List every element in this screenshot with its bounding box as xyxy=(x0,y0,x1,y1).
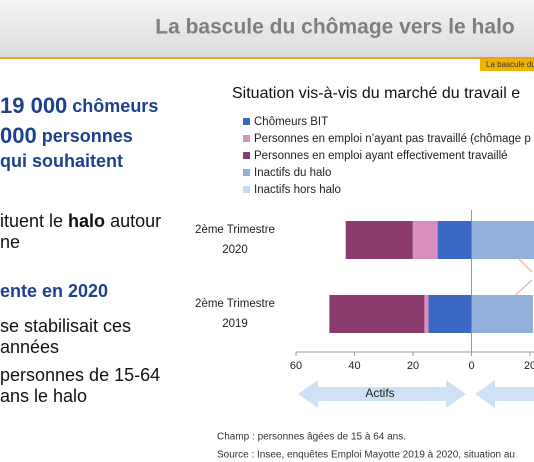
legend-swatch xyxy=(243,135,250,142)
actifs-arrow xyxy=(298,380,466,408)
legend-swatch xyxy=(243,186,250,193)
label-line: 2ème Trimestre xyxy=(195,298,275,310)
bullet-line: ente en 2020 xyxy=(0,281,108,301)
label-line: 2ème Trimestre xyxy=(195,224,275,236)
bar-segment xyxy=(329,295,425,333)
chart-title: Situation vis-à-vis du marché du travail… xyxy=(232,85,520,102)
x-tick-label: 0 xyxy=(468,360,474,372)
bullet-line: années xyxy=(0,337,59,357)
text-run: se stabilisait ces xyxy=(0,316,131,336)
bar-segment xyxy=(471,221,534,259)
text-run: 19 000 xyxy=(0,93,67,118)
text-run: personnes xyxy=(37,126,133,146)
text-run: chômeurs xyxy=(67,96,158,116)
bullet-line: ituent le halo autour xyxy=(0,211,161,231)
bullet-line: ans le halo xyxy=(0,386,87,406)
text-run: halo xyxy=(68,211,105,231)
bullet-line: personnes de 15-64 xyxy=(0,365,160,385)
legend-label: Personnes en emploi n’ayant pas travaill… xyxy=(254,133,531,145)
legend-label: Inactifs du halo xyxy=(254,167,331,179)
text-run: années xyxy=(0,337,59,357)
legend-label: Personnes en emploi ayant effectivement … xyxy=(254,150,508,162)
bar-segment xyxy=(345,221,413,259)
y-tick-label: 2ème Trimestre 2019 xyxy=(195,298,275,330)
bar-segment xyxy=(437,221,472,259)
bullet-line: 000 personnes xyxy=(0,123,133,148)
text-run: ituent le xyxy=(0,211,68,231)
bar-segment xyxy=(428,295,472,333)
banner-text: La bascule du xyxy=(486,60,534,69)
header-bar xyxy=(0,0,534,57)
legend-swatch xyxy=(243,118,250,125)
bar-segment xyxy=(424,295,429,333)
legend-label: Inactifs hors halo xyxy=(254,184,341,196)
arrow-label: Actifs xyxy=(365,386,394,400)
text-run: ente en 2020 xyxy=(0,281,108,301)
text-run: ans le halo xyxy=(0,386,87,406)
y-tick-label: 2ème Trimestre 2020 xyxy=(195,224,275,256)
bullet-line: se stabilisait ces xyxy=(0,316,131,336)
x-tick-label: 40 xyxy=(348,360,360,372)
header-rule xyxy=(0,57,534,59)
bullet-line: qui souhaitent xyxy=(0,151,123,171)
text-run: personnes de 15-64 xyxy=(0,365,160,385)
inactifs-arrow xyxy=(475,380,534,408)
legend-swatch xyxy=(243,169,250,176)
bar-segment xyxy=(471,295,533,333)
bar-segment xyxy=(412,221,438,259)
text-run: ne xyxy=(0,232,20,252)
x-tick-label: 20 xyxy=(524,360,534,372)
text-run: autour xyxy=(105,211,161,231)
bullet-line: 19 000 chômeurs xyxy=(0,93,158,118)
text-run: 000 xyxy=(0,123,37,148)
bullet-line: ne xyxy=(0,232,20,252)
label-line: 2020 xyxy=(222,244,248,256)
legend-swatch xyxy=(243,152,250,159)
banner-strip xyxy=(480,59,534,71)
legend-label: Chômeurs BIT xyxy=(254,116,328,128)
label-line: 2019 xyxy=(222,318,248,330)
text-run: qui souhaitent xyxy=(0,151,123,171)
footnote: Source : Insee, enquêtes Emploi Mayotte … xyxy=(217,450,515,461)
x-tick-label: 20 xyxy=(407,360,419,372)
x-tick-label: 60 xyxy=(290,360,302,372)
slide-title: La bascule du chômage vers le halo xyxy=(155,16,514,39)
footnote: Champ : personnes âgées de 15 à 64 ans. xyxy=(217,432,406,443)
